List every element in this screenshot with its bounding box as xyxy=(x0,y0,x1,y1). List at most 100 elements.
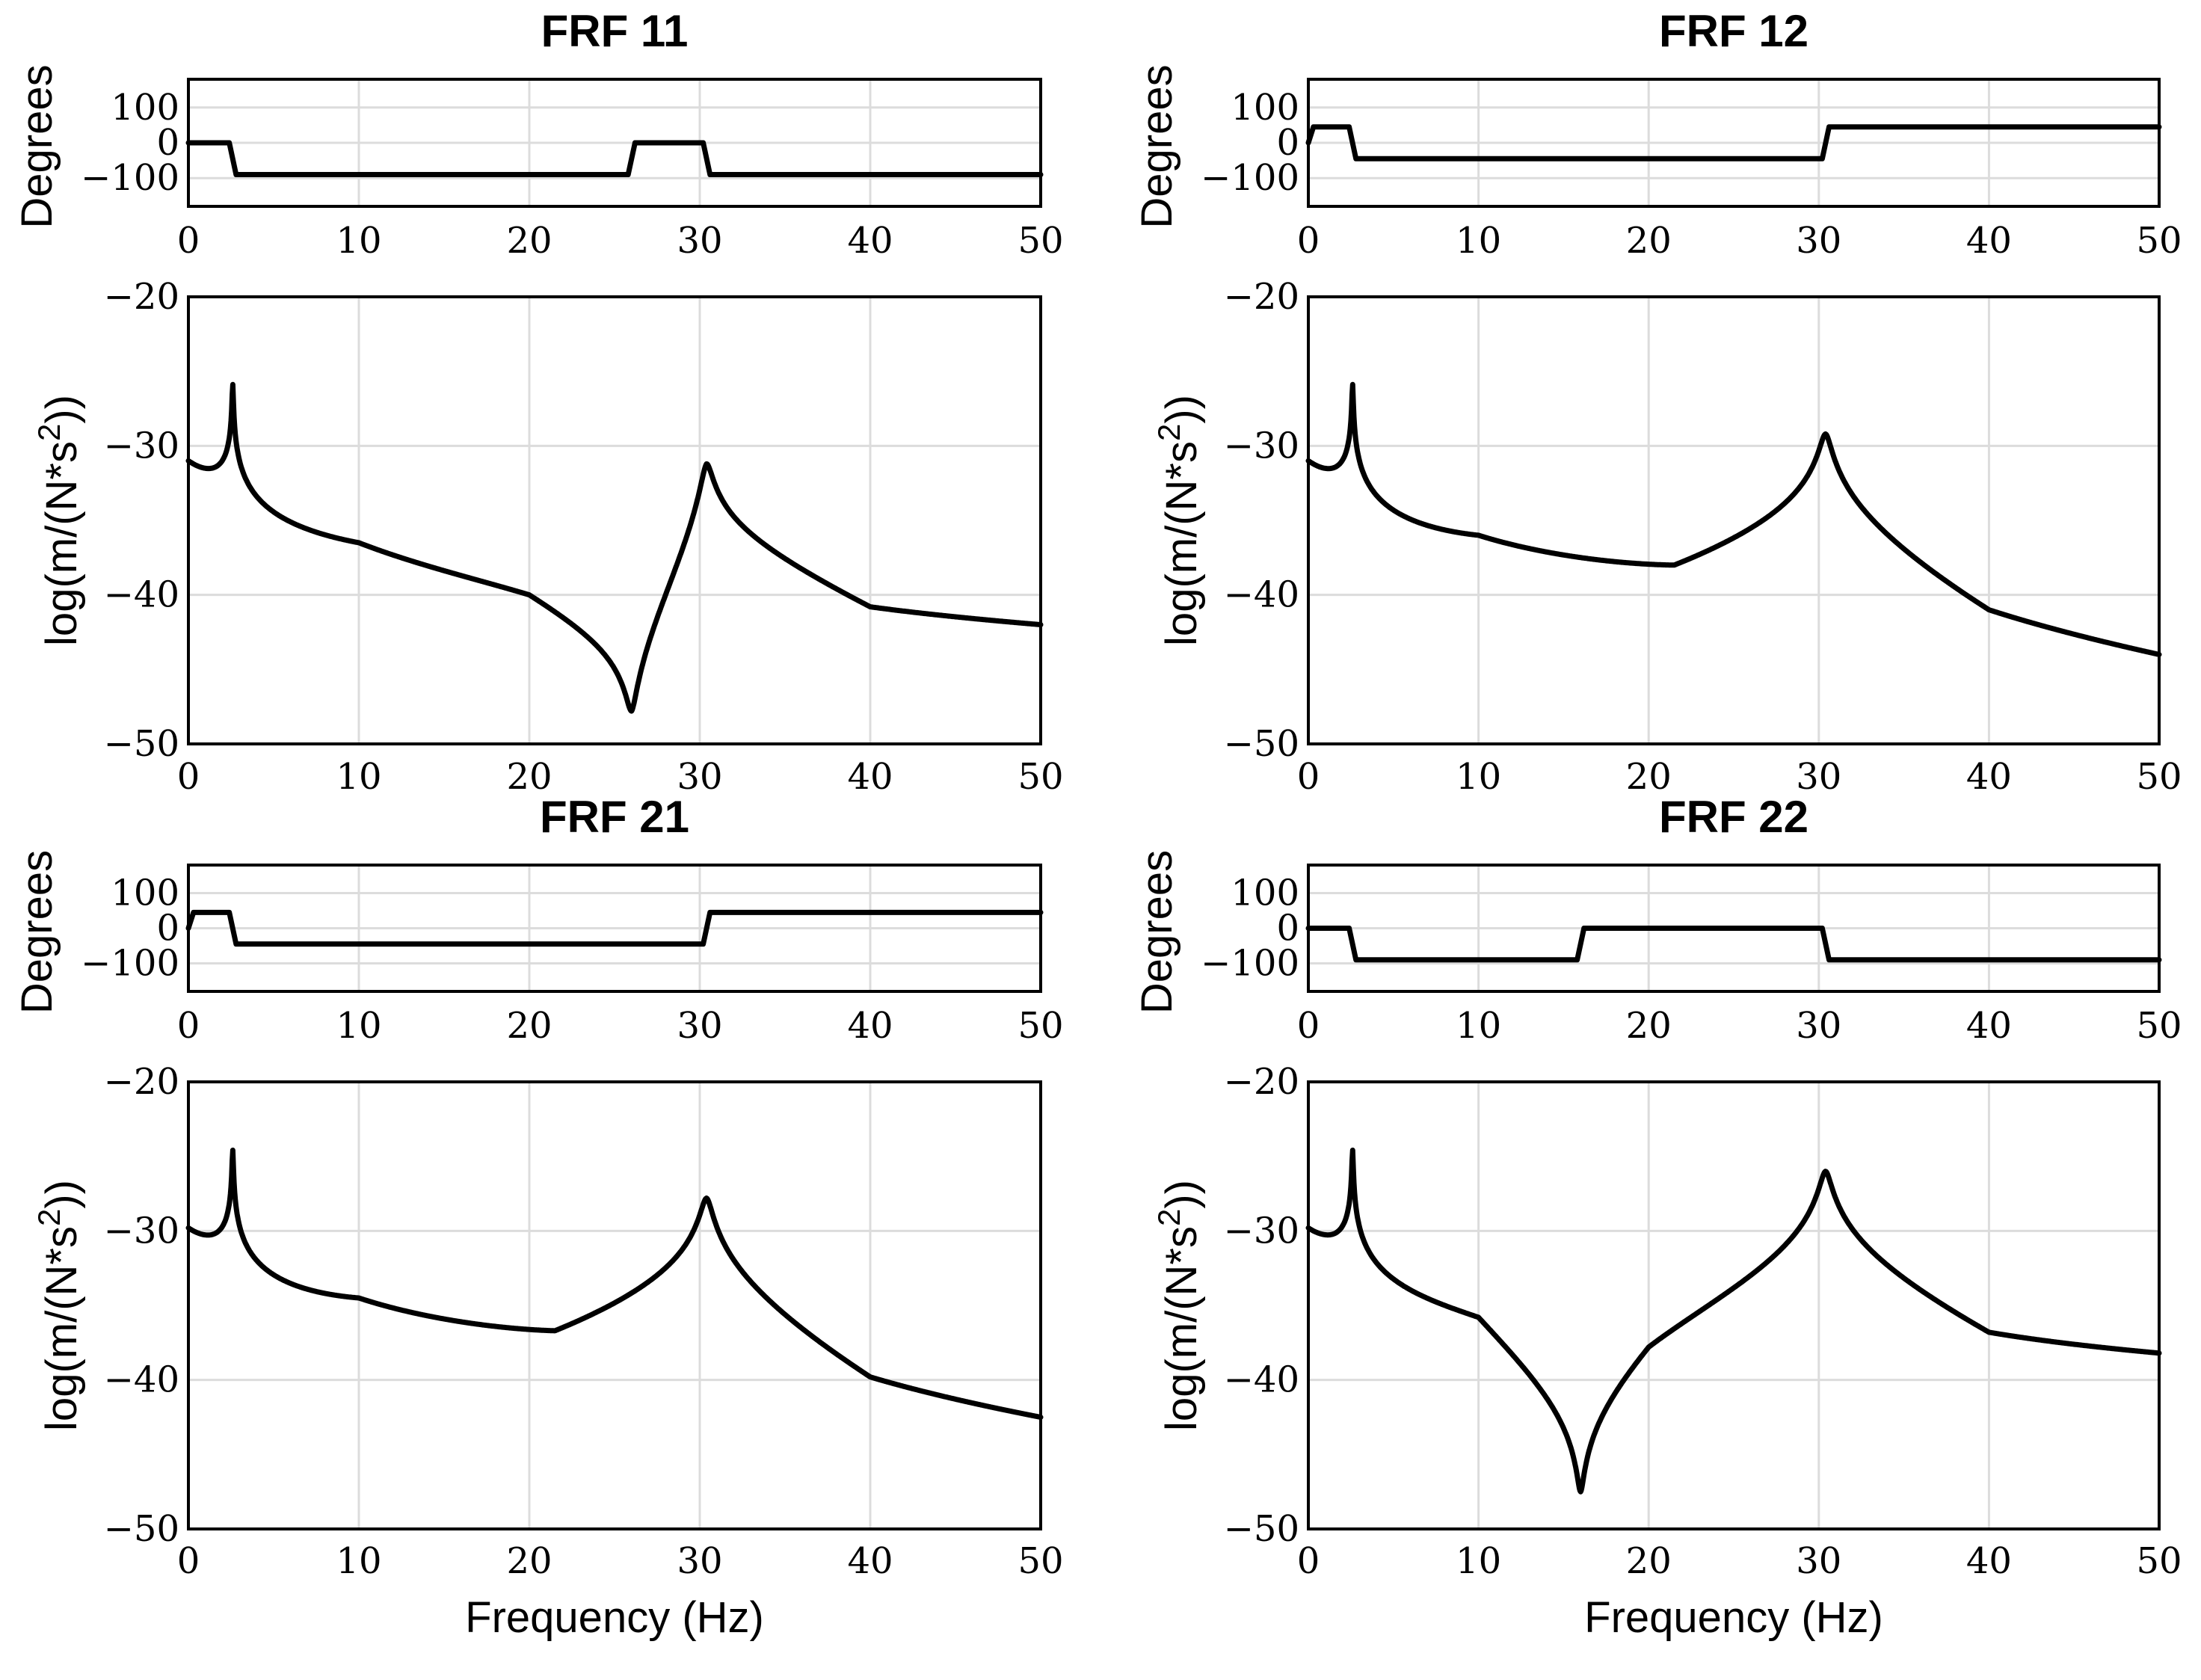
magnitude-xtick-label: 40 xyxy=(847,756,893,798)
magnitude-ytick-label: −20 xyxy=(1224,276,1299,318)
magnitude-ytick-label: −50 xyxy=(1224,1508,1299,1550)
magnitude-xtick-label: 40 xyxy=(1966,756,2012,798)
phase-ytick-label: 100 xyxy=(1231,87,1299,129)
phase-line xyxy=(185,909,1044,947)
magnitude-axes: −20 −30 −40 −500 10 20 30 40 50 log(m/(N*s2)) xyxy=(1151,276,2182,798)
phase-xtick-label: 50 xyxy=(1018,220,1063,262)
magnitude-xtick-label: 0 xyxy=(177,756,200,798)
phase-xtick-label: 30 xyxy=(677,220,722,262)
phase-xtick-label: 40 xyxy=(847,1005,893,1047)
magnitude-ytick-label: −30 xyxy=(104,1210,179,1252)
phase-xtick-label: 0 xyxy=(177,1005,200,1047)
phase-xtick-label: 0 xyxy=(1297,1005,1320,1047)
phase-ytick-label: −100 xyxy=(81,157,179,199)
phase-xtick-label: 20 xyxy=(1626,220,1672,262)
magnitude-ylabel: log(m/(N*s2)) xyxy=(1151,395,1206,646)
phase-xtick-label: 40 xyxy=(1966,220,2012,262)
phase-ytick-label: 100 xyxy=(111,87,179,129)
magnitude-xlabel: Frequency (Hz) xyxy=(1584,1593,1883,1642)
magnitude-xtick-label: 30 xyxy=(1796,1540,1841,1582)
magnitude-ytick-label: −50 xyxy=(104,1508,179,1550)
phase-ytick-label: 100 xyxy=(111,873,179,914)
panel-title: FRF 11 xyxy=(541,6,689,56)
phase-xtick-label: 10 xyxy=(336,220,381,262)
magnitude-xtick-label: 10 xyxy=(1456,756,1501,798)
phase-line xyxy=(1305,124,2162,161)
magnitude-line xyxy=(185,381,1044,714)
magnitude-xtick-label: 20 xyxy=(1626,756,1672,798)
panel-title: FRF 12 xyxy=(1659,6,1808,56)
phase-ylabel: Degrees xyxy=(1133,64,1181,228)
magnitude-xtick-label: 30 xyxy=(677,756,722,798)
phase-xtick-label: 0 xyxy=(1297,220,1320,262)
phase-xtick-label: 10 xyxy=(336,1005,381,1047)
phase-xtick-label: 50 xyxy=(2136,220,2182,262)
magnitude-line xyxy=(1305,381,2162,657)
phase-ytick-label: −100 xyxy=(1201,157,1299,199)
magnitude-xtick-label: 30 xyxy=(677,1540,722,1582)
magnitude-ytick-label: −40 xyxy=(104,1359,179,1401)
phase-xtick-label: 30 xyxy=(1796,220,1841,262)
phase-ytick-label: 0 xyxy=(156,908,179,950)
magnitude-ytick-label: −20 xyxy=(104,1061,179,1103)
magnitude-ytick-label: −50 xyxy=(1224,723,1299,765)
magnitude-xtick-label: 0 xyxy=(1297,756,1320,798)
phase-xtick-label: 40 xyxy=(847,220,893,262)
magnitude-xtick-label: 0 xyxy=(1297,1540,1320,1582)
phase-line xyxy=(1305,926,2162,963)
phase-xtick-label: 0 xyxy=(177,220,200,262)
phase-xtick-label: 20 xyxy=(506,1005,552,1047)
phase-frame xyxy=(187,864,1042,993)
magnitude-xtick-label: 20 xyxy=(1626,1540,1672,1582)
phase-xtick-label: 10 xyxy=(1456,1005,1501,1047)
phase-ytick-label: 100 xyxy=(1231,873,1299,914)
magnitude-ytick-label: −30 xyxy=(1224,1210,1299,1252)
phase-ytick-label: −100 xyxy=(1201,942,1299,984)
magnitude-ytick-label: −20 xyxy=(1224,1061,1299,1103)
phase-line xyxy=(185,140,1044,177)
phase-xtick-label: 30 xyxy=(677,1005,722,1047)
magnitude-frame xyxy=(1307,1080,2161,1530)
magnitude-xtick-label: 50 xyxy=(2136,756,2182,798)
phase-ylabel: Degrees xyxy=(13,850,61,1014)
phase-xtick-label: 40 xyxy=(1966,1005,2012,1047)
magnitude-ylabel: log(m/(N*s2)) xyxy=(1151,1180,1206,1431)
magnitude-xlabel: Frequency (Hz) xyxy=(465,1593,764,1642)
phase-frame xyxy=(1307,864,2161,993)
magnitude-ylabel: log(m/(N*s2)) xyxy=(31,395,86,646)
phase-xtick-label: 10 xyxy=(1456,220,1501,262)
magnitude-xtick-label: 20 xyxy=(506,756,552,798)
magnitude-ylabel: log(m/(N*s2)) xyxy=(31,1180,86,1431)
magnitude-ytick-label: −30 xyxy=(1224,425,1299,467)
magnitude-xtick-label: 20 xyxy=(506,1540,552,1582)
magnitude-frame xyxy=(1307,295,2161,745)
magnitude-xtick-label: 10 xyxy=(1456,1540,1501,1582)
magnitude-xtick-label: 50 xyxy=(1018,756,1063,798)
panel-title: FRF 22 xyxy=(1659,792,1808,842)
magnitude-ytick-label: −40 xyxy=(104,574,179,616)
phase-xtick-label: 20 xyxy=(1626,1005,1672,1047)
phase-xtick-label: 50 xyxy=(1018,1005,1063,1047)
phase-xtick-label: 30 xyxy=(1796,1005,1841,1047)
phase-frame xyxy=(187,78,1042,208)
phase-ytick-label: 0 xyxy=(1276,122,1299,164)
magnitude-frame xyxy=(187,1080,1042,1530)
phase-ylabel: Degrees xyxy=(13,64,61,228)
magnitude-line xyxy=(1305,1147,2162,1495)
phase-frame xyxy=(1307,78,2161,208)
magnitude-xtick-label: 40 xyxy=(847,1540,893,1582)
phase-ylabel: Degrees xyxy=(1133,850,1181,1014)
magnitude-axes: −20 −30 −40 −500 10 20 30 40 50 log(m/(N*s2)) Freq… xyxy=(1151,1061,2182,1642)
magnitude-ytick-label: −40 xyxy=(1224,574,1299,616)
magnitude-ytick-label: −20 xyxy=(104,276,179,318)
magnitude-line xyxy=(185,1147,1044,1420)
magnitude-frame xyxy=(187,295,1042,745)
magnitude-xtick-label: 50 xyxy=(2136,1540,2182,1582)
phase-ytick-label: −100 xyxy=(81,942,179,984)
phase-ytick-label: 0 xyxy=(156,122,179,164)
panel-title: FRF 21 xyxy=(540,792,689,842)
magnitude-axes: −20 −30 −40 −500 10 20 30 40 50 log(m/(N*s2)) Freq… xyxy=(31,1061,1064,1642)
